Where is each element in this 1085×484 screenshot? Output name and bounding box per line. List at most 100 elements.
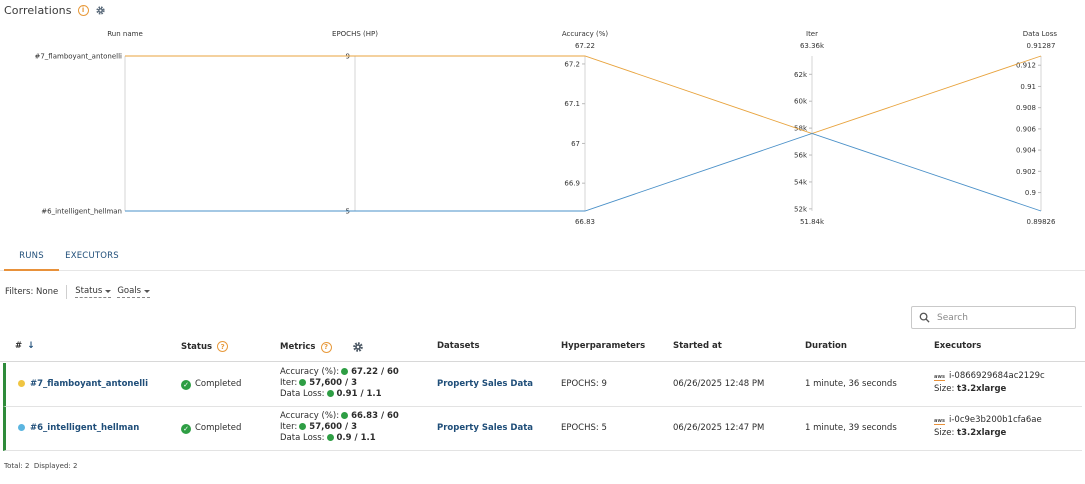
- duration-cell: 1 minute, 39 seconds: [805, 423, 897, 433]
- tick-label: 0.9: [1025, 189, 1036, 197]
- check-circle-icon: ✓: [181, 380, 191, 390]
- series-line: [125, 133, 1042, 212]
- status-cell: ✓ Completed: [181, 379, 241, 390]
- metric-value: 67.22 / 60: [351, 367, 399, 377]
- metric-value: 57,600 / 3: [309, 422, 358, 432]
- tick-label: 52k: [794, 205, 808, 213]
- status-text: Completed: [195, 379, 242, 389]
- aws-icon: aws: [934, 418, 945, 425]
- run-name-tick-label: #6_intelligent_hellman: [41, 208, 122, 216]
- axis-max-label: 67.22: [575, 42, 595, 50]
- metric-line: Iter: 57,600 / 3: [280, 422, 399, 433]
- executor-id[interactable]: i-0c9e3b200b1cfa6ae: [948, 415, 1042, 425]
- tab-bar: RUNS EXECUTORS: [0, 246, 1085, 271]
- page-title: Correlations: [4, 3, 72, 17]
- metric-label: Accuracy (%):: [280, 367, 340, 377]
- column-header-label: Status: [181, 341, 213, 352]
- tick-label: 54k: [794, 178, 808, 186]
- metric-status-dot: [326, 390, 334, 397]
- tab-executors[interactable]: EXECUTORS: [65, 251, 119, 261]
- table-footer: Total: 2 Displayed: 2: [4, 462, 78, 470]
- run-color-dot: [18, 424, 25, 431]
- tick-label: 58k: [794, 125, 808, 133]
- duration-cell: 1 minute, 36 seconds: [805, 379, 897, 389]
- metric-status-dot: [299, 379, 307, 386]
- axis-header: EPOCHS (HP): [332, 30, 378, 38]
- displayed-label: Displayed:: [33, 462, 71, 470]
- hyperparams-cell: EPOCHS: 5: [561, 423, 607, 433]
- filters-label: Filters:: [5, 287, 34, 297]
- executor-size-label: Size:: [934, 384, 955, 394]
- metric-label: Iter:: [280, 378, 298, 388]
- table-row[interactable]: #6_intelligent_hellman ✓ Completed Accura…: [3, 407, 1082, 451]
- filters-bar: Filters: None Status Goals: [5, 285, 156, 299]
- metric-value: 0.9 / 1.1: [336, 433, 376, 443]
- column-header-executors: Executors: [934, 341, 982, 351]
- tick-label: 60k: [794, 98, 808, 106]
- column-header-metrics: Metrics ?: [280, 341, 364, 353]
- header: Correlations i: [4, 2, 106, 18]
- parallel-coordinates-chart: Run name #7_flamboyant_antonelli #6_intell…: [34, 30, 1057, 226]
- tick-label: 66.9: [564, 180, 580, 188]
- series-line: [125, 55, 1042, 134]
- sort-down-icon[interactable]: ↓: [27, 341, 35, 351]
- check-circle-icon: ✓: [181, 424, 191, 434]
- executor-cell: aws i-0c9e3b200b1cfa6ae Size: t3.2xlarge: [934, 415, 1042, 439]
- metric-status-dot: [341, 412, 349, 419]
- run-name-cell: #6_intelligent_hellman: [18, 423, 139, 433]
- help-icon[interactable]: ?: [217, 341, 229, 352]
- metric-line: Accuracy (%): 66.83 / 60: [280, 411, 399, 422]
- run-name-cell: #7_flamboyant_antonelli: [18, 379, 148, 389]
- tick-label: 56k: [794, 152, 808, 160]
- total-count: 2: [24, 462, 30, 470]
- info-icon[interactable]: i: [77, 4, 89, 16]
- run-name-link[interactable]: #6_intelligent_hellman: [30, 423, 140, 433]
- tick-label: 0.904: [1016, 147, 1037, 155]
- column-header-started: Started at: [673, 341, 722, 351]
- help-icon[interactable]: ?: [320, 341, 332, 353]
- metric-line: Iter: 57,600 / 3: [280, 378, 399, 389]
- tick-label: 0.912: [1016, 62, 1036, 70]
- metrics-cell: Accuracy (%): 67.22 / 60 Iter: 57,600 / 3 …: [280, 367, 399, 400]
- metric-status-dot: [326, 434, 334, 441]
- executor-id[interactable]: i-0866929684ac2129c: [948, 371, 1045, 381]
- tab-runs[interactable]: RUNS: [4, 251, 59, 271]
- metric-line: Data Loss: 0.91 / 1.1: [280, 389, 399, 400]
- goals-filter-dropdown[interactable]: Goals: [117, 286, 151, 298]
- table-row[interactable]: #7_flamboyant_antonelli ✓ Completed Accur…: [3, 363, 1082, 407]
- run-name-tick-label: #7_flamboyant_antonelli: [34, 53, 122, 61]
- metrics-cell: Accuracy (%): 66.83 / 60 Iter: 57,600 / 3 …: [280, 411, 399, 444]
- axis-max-label: 63.36k: [800, 42, 825, 50]
- metric-status-dot: [341, 368, 349, 375]
- tick-label: 67.2: [564, 60, 580, 68]
- executor-size: t3.2xlarge: [957, 428, 1007, 438]
- dataset-link[interactable]: Property Sales Data: [437, 423, 534, 433]
- search-input[interactable]: [937, 312, 1057, 323]
- hyperparams-cell: EPOCHS: 9: [561, 379, 607, 389]
- filters-divider: [66, 285, 68, 299]
- started-at-cell: 06/26/2025 12:48 PM: [673, 379, 765, 389]
- gear-icon[interactable]: [95, 5, 106, 16]
- dataset-link[interactable]: Property Sales Data: [437, 379, 534, 389]
- column-header-label: Metrics: [280, 342, 316, 352]
- tick-label: 67: [571, 140, 580, 148]
- metric-status-dot: [299, 423, 307, 430]
- tick-label: 67.1: [564, 100, 580, 108]
- status-text: Completed: [195, 423, 242, 433]
- started-at-cell: 06/26/2025 12:47 PM: [673, 423, 765, 433]
- status-filter-dropdown[interactable]: Status: [75, 286, 112, 298]
- gear-icon[interactable]: [352, 341, 364, 353]
- tick-label: 0.908: [1016, 104, 1036, 112]
- goals-filter-label: Goals: [117, 286, 142, 296]
- column-header-number[interactable]: # ↓: [15, 341, 35, 351]
- run-name-link[interactable]: #7_flamboyant_antonelli: [30, 379, 148, 389]
- search-box: [911, 306, 1076, 329]
- metric-label: Data Loss:: [280, 389, 325, 399]
- tick-label: 62k: [794, 71, 808, 79]
- column-header-hyperparameters: Hyperparameters: [561, 341, 646, 351]
- axis-min-label: 0.89826: [1027, 218, 1056, 226]
- column-header-datasets: Datasets: [437, 341, 480, 351]
- metric-line: Data Loss: 0.9 / 1.1: [280, 433, 399, 444]
- run-color-dot: [18, 380, 25, 387]
- metric-value: 66.83 / 60: [351, 411, 399, 421]
